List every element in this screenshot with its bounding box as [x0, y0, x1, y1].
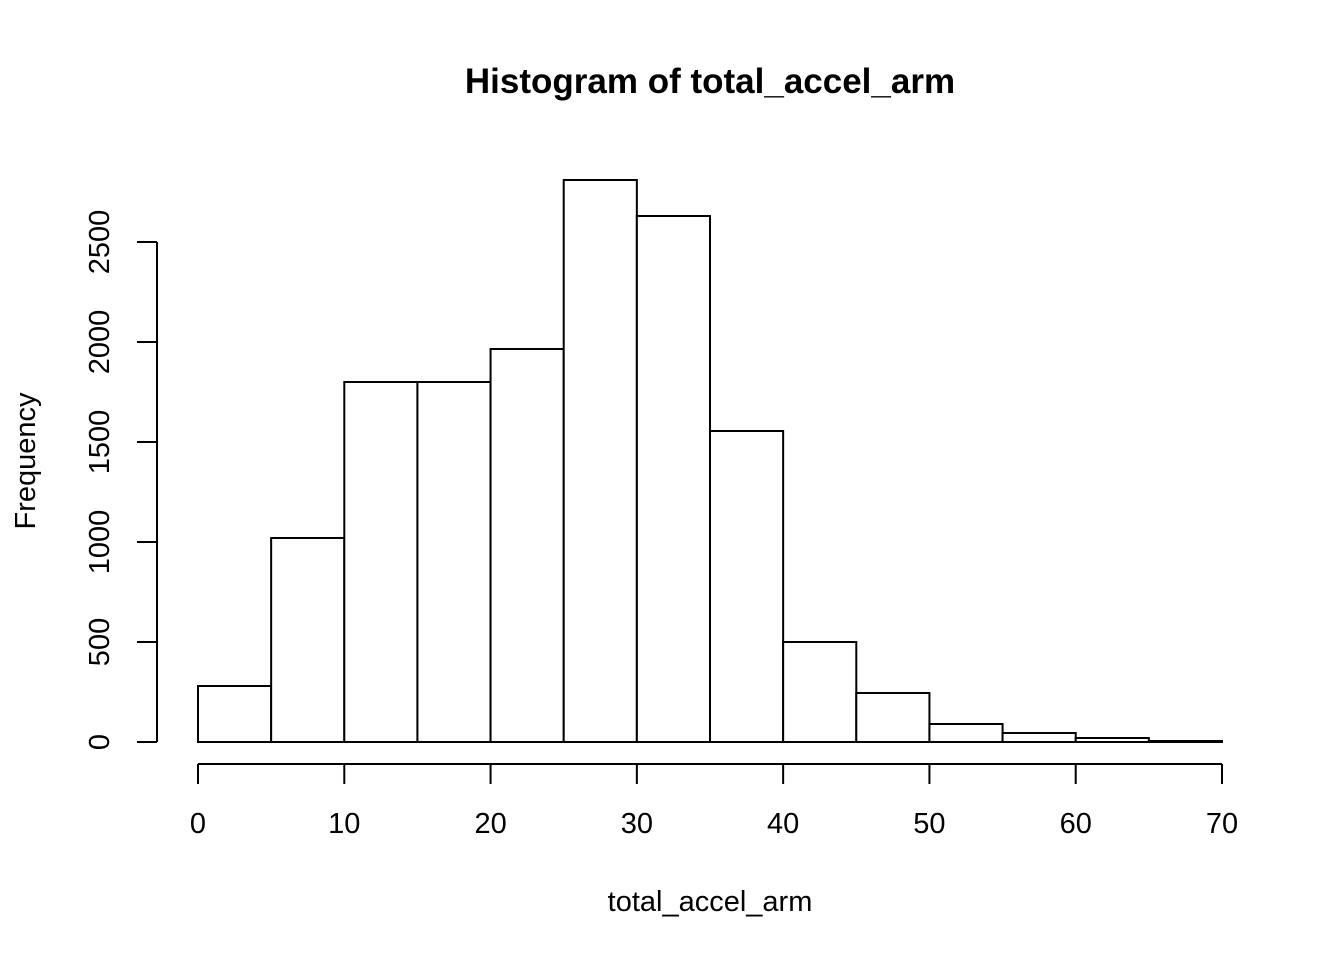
histogram-bar	[270, 537, 346, 743]
histogram-bar	[416, 381, 492, 743]
y-tick-label: 1000	[84, 510, 116, 575]
histogram-bar	[1001, 732, 1077, 743]
histogram-bar	[855, 692, 931, 743]
histogram-bar	[489, 348, 565, 743]
x-tick-label: 40	[767, 808, 799, 840]
x-tick-label: 70	[1206, 808, 1238, 840]
x-axis: 0 10 20 30 40 50 60 70	[190, 763, 1238, 840]
y-tick-label: 2500	[84, 210, 116, 275]
x-tick-label: 20	[474, 808, 506, 840]
histogram-bar	[562, 179, 638, 743]
x-axis-label: total_accel_arm	[608, 886, 813, 918]
y-axis: 0 500 1000 1500 2000 2500	[84, 210, 158, 750]
histogram-bar	[635, 215, 711, 743]
histogram-bar	[782, 641, 858, 743]
histogram-bar	[928, 723, 1004, 743]
x-tick-label: 50	[913, 808, 945, 840]
histogram-bar	[1074, 737, 1150, 743]
x-tick-label: 0	[190, 808, 206, 840]
chart-title: Histogram of total_accel_arm	[465, 62, 955, 101]
y-tick-label: 1500	[84, 410, 116, 475]
x-tick-label: 30	[621, 808, 653, 840]
y-tick-label: 0	[84, 734, 116, 750]
y-tick-label: 2000	[84, 310, 116, 375]
bars-group	[197, 179, 1224, 743]
y-tick-label: 500	[84, 618, 116, 666]
histogram-bar	[709, 430, 785, 743]
x-tick-label: 60	[1060, 808, 1092, 840]
histogram-bar	[343, 381, 419, 743]
y-axis-label: Frequency	[10, 392, 42, 530]
histogram-bar	[1147, 740, 1224, 743]
x-tick-label: 10	[328, 808, 360, 840]
histogram-bar	[197, 685, 273, 743]
